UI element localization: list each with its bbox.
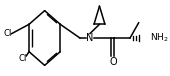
Text: O: O: [110, 57, 117, 67]
Text: Cl: Cl: [3, 29, 12, 38]
Text: NH$_2$: NH$_2$: [150, 32, 169, 44]
Text: N: N: [86, 33, 94, 43]
Text: Cl: Cl: [18, 54, 26, 63]
